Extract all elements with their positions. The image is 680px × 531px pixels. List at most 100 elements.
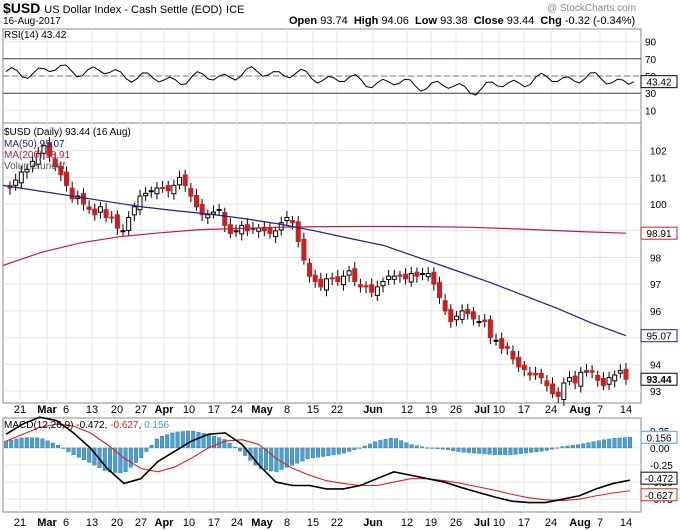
candle-body bbox=[80, 192, 86, 205]
macd-histogram-bar bbox=[409, 444, 414, 449]
x-tick-label-top: Aug bbox=[569, 404, 590, 416]
macd-histogram-bar bbox=[316, 447, 321, 458]
candle-body bbox=[391, 275, 397, 280]
candle-body bbox=[273, 230, 279, 238]
macd-histogram-bar bbox=[279, 447, 284, 470]
candle-body bbox=[177, 176, 183, 186]
candle-body bbox=[137, 195, 143, 211]
close-value: 93.44 bbox=[506, 15, 535, 27]
x-tick-label-top: 24 bbox=[545, 404, 557, 416]
x-tick-label-bottom: 20 bbox=[111, 517, 123, 529]
candle-body bbox=[380, 281, 386, 287]
x-tick-label-top: 14 bbox=[620, 404, 632, 416]
candle-body bbox=[41, 144, 47, 154]
macd-histogram-bar bbox=[472, 447, 477, 454]
candle-body bbox=[487, 319, 493, 339]
macd-histogram-bar bbox=[102, 447, 107, 471]
macd-histogram-bar bbox=[295, 447, 300, 464]
price-y-tick: 100 bbox=[650, 200, 667, 211]
candle-body bbox=[612, 374, 618, 382]
x-tick-label-bottom: May bbox=[251, 517, 273, 529]
symbol: $USD bbox=[3, 0, 41, 16]
candle-body bbox=[453, 315, 459, 321]
macd-histogram-bar bbox=[201, 433, 206, 449]
x-tick-label-top: 17 bbox=[208, 404, 220, 416]
macd-histogram-bar bbox=[227, 442, 232, 449]
candle-body bbox=[278, 222, 284, 231]
candle-body bbox=[64, 171, 70, 186]
x-tick-label-bottom: 10 bbox=[183, 517, 195, 529]
macd-legend-prefix: MACD(12,26,9) bbox=[4, 420, 74, 431]
x-tick-label-bottom: 13 bbox=[86, 517, 98, 529]
macd-histogram-bar bbox=[19, 437, 24, 449]
candle-body bbox=[369, 284, 375, 293]
candle-body bbox=[482, 319, 488, 323]
macd-histogram-bar bbox=[326, 447, 331, 456]
x-tick-label-top: 27 bbox=[135, 404, 147, 416]
ma200-legend: MA(200) 98.91 bbox=[4, 150, 71, 161]
macd-histogram-bar bbox=[144, 447, 149, 452]
candle-body bbox=[431, 271, 437, 285]
macd-histogram-bar bbox=[591, 441, 596, 449]
candle-body bbox=[154, 187, 160, 195]
candle-body bbox=[24, 168, 30, 173]
chart-header: $USD US Dollar Index - Cash Settle (EOD)… bbox=[0, 0, 680, 28]
macd-histogram-bar bbox=[165, 434, 170, 449]
x-tick-label-bottom: Apr bbox=[155, 517, 175, 529]
close-label: Close bbox=[473, 15, 504, 27]
macd-histogram-bar bbox=[149, 444, 154, 449]
macd-histogram-bar bbox=[352, 447, 357, 450]
x-tick-label-bottom: 24 bbox=[545, 517, 557, 529]
x-tick-label-bottom: Aug bbox=[569, 517, 590, 529]
x-tick-label-bottom: 12 bbox=[401, 517, 413, 529]
x-tick-label-top: 26 bbox=[450, 404, 462, 416]
macd-histogram-bar bbox=[440, 447, 445, 450]
macd-histogram-bar bbox=[331, 447, 336, 456]
candle-body bbox=[301, 238, 307, 261]
signal-legend-value: -0.627 bbox=[110, 420, 139, 431]
price-y-tick: 94 bbox=[650, 360, 662, 371]
x-tick-label-top: 17 bbox=[518, 404, 530, 416]
macd-y-tick: -0.25 bbox=[650, 461, 673, 472]
candle-body bbox=[18, 171, 24, 184]
macd-histogram-bar bbox=[107, 447, 112, 473]
x-tick-label-bottom: 7 bbox=[597, 517, 603, 529]
x-tick-label-top: Jul bbox=[474, 404, 490, 416]
candle-body bbox=[459, 310, 465, 320]
macd-histogram-bar bbox=[81, 447, 86, 461]
candle-body bbox=[69, 187, 75, 200]
macd-histogram-bar bbox=[40, 438, 45, 449]
candle-body bbox=[329, 277, 335, 280]
macd-histogram-bar bbox=[264, 447, 269, 471]
candle-body bbox=[323, 278, 329, 291]
rsi-legend-text: RSI(14) 43.42 bbox=[4, 30, 67, 41]
macd-histogram-bar bbox=[368, 443, 373, 449]
candle-body bbox=[516, 356, 522, 368]
hist-legend-value: 0.156 bbox=[144, 420, 170, 431]
macd-histogram-bar bbox=[498, 447, 503, 455]
macd-histogram-bar bbox=[456, 447, 461, 452]
price-y-tick: 96 bbox=[650, 307, 662, 318]
rsi-y-tick: 30 bbox=[645, 89, 657, 100]
ma50-legend: MA(50) 95.07 bbox=[4, 139, 65, 150]
x-tick-label-bottom: 22 bbox=[331, 517, 343, 529]
candle-body bbox=[290, 220, 296, 224]
macd-histogram-bar bbox=[232, 446, 237, 449]
candle-body bbox=[578, 371, 584, 387]
macd-histogram-bar bbox=[373, 441, 378, 449]
macd-histogram-bar bbox=[414, 445, 419, 449]
x-tick-label-top: 8 bbox=[284, 404, 290, 416]
candle-body bbox=[148, 190, 154, 193]
candle-body bbox=[420, 273, 426, 276]
candle-body bbox=[589, 370, 595, 373]
candle-body bbox=[510, 350, 516, 360]
price-y-tick: 101 bbox=[650, 173, 667, 184]
open-value: 93.74 bbox=[320, 15, 348, 27]
open-label: Open bbox=[289, 15, 318, 27]
chg-label: Chg bbox=[540, 15, 562, 27]
candle-body bbox=[307, 262, 313, 277]
macd-histogram-bar bbox=[290, 447, 295, 466]
low-value: 93.38 bbox=[440, 15, 468, 27]
candle-body bbox=[437, 281, 443, 299]
